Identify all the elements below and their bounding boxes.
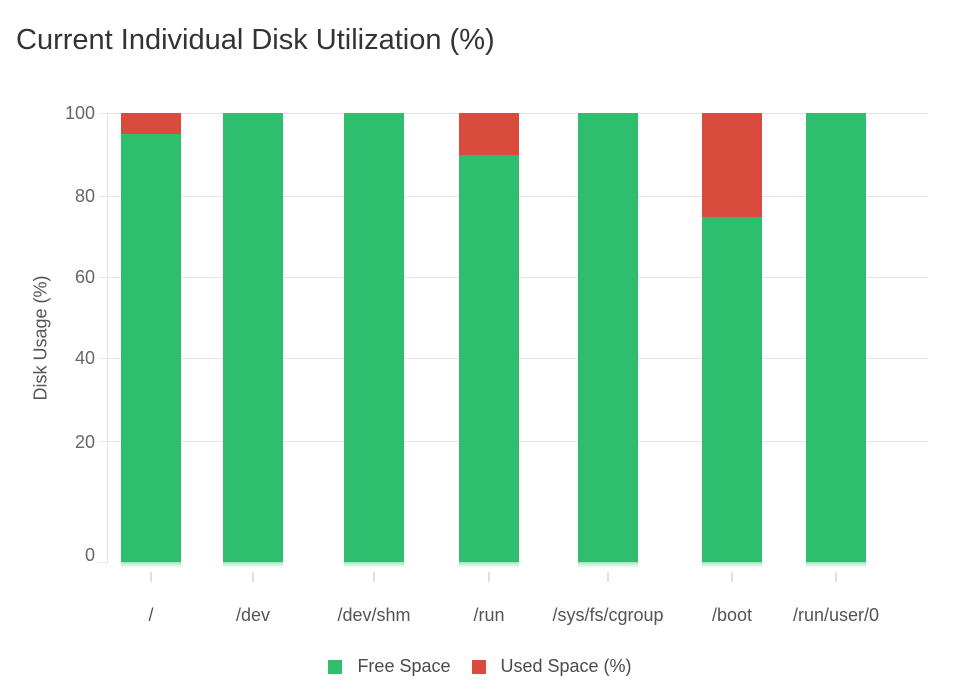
bar-segment-used[interactable] <box>702 113 762 217</box>
bar-segment-free[interactable] <box>344 113 404 562</box>
bar-/sys/fs/cgroup[interactable] <box>578 113 638 568</box>
bar-bottom-shadow <box>344 562 404 568</box>
bar-bottom-shadow <box>223 562 283 568</box>
bar-bottom-shadow <box>806 562 866 568</box>
bar-segment-free[interactable] <box>223 113 283 562</box>
x-tick <box>252 572 254 582</box>
bar-/boot[interactable] <box>702 113 762 568</box>
bar-bottom-shadow <box>121 562 181 568</box>
legend-label: Free Space <box>357 656 451 676</box>
bar-bottom-shadow <box>459 562 519 568</box>
x-axis-label: /boot <box>711 605 753 625</box>
y-tick-label: 100 <box>64 103 95 123</box>
legend-swatch <box>471 659 486 674</box>
x-axis-label: /dev/shm <box>337 605 411 625</box>
x-axis-label: /run <box>473 605 505 625</box>
y-gridline-0 <box>97 562 108 563</box>
x-axis-label: /dev <box>235 605 271 625</box>
y-axis-title: Disk Usage (%) <box>30 275 51 401</box>
bar-/run[interactable] <box>459 113 519 568</box>
bar-segment-free[interactable] <box>578 113 638 562</box>
x-tick <box>150 572 152 582</box>
x-tick <box>488 572 490 582</box>
y-tick-label: 60 <box>74 267 95 287</box>
chart-title: Current Individual Disk Utilization (%) <box>16 24 495 56</box>
y-axis-line <box>107 113 108 562</box>
bar-/dev[interactable] <box>223 113 283 568</box>
bar-segment-used[interactable] <box>459 113 519 155</box>
x-tick <box>835 572 837 582</box>
y-tick-label: 80 <box>74 186 95 206</box>
bar-segment-free[interactable] <box>121 134 181 562</box>
y-tick-label: 0 <box>84 545 95 565</box>
legend-item-free-space[interactable]: Free Space <box>328 656 451 677</box>
bar-/[interactable] <box>121 113 181 568</box>
bar-bottom-shadow <box>578 562 638 568</box>
x-tick <box>731 572 733 582</box>
bar-bottom-shadow <box>702 562 762 568</box>
bar-segment-free[interactable] <box>702 216 762 562</box>
x-axis-label: /sys/fs/cgroup <box>552 605 664 625</box>
bar-/run/user/0[interactable] <box>806 113 866 568</box>
x-tick <box>373 572 375 582</box>
x-axis-label: / <box>148 605 154 625</box>
legend-swatch <box>328 659 343 674</box>
legend-label: Used Space (%) <box>500 656 632 676</box>
x-tick <box>607 572 609 582</box>
bar-segment-free[interactable] <box>459 154 519 562</box>
bar-segment-used[interactable] <box>121 113 181 134</box>
bar-/dev/shm[interactable] <box>344 113 404 568</box>
chart-legend: Free Space Used Space (%) <box>0 656 960 677</box>
legend-item-used-space[interactable]: Used Space (%) <box>471 656 632 677</box>
x-axis-label: /run/user/0 <box>792 605 880 625</box>
y-tick-label: 20 <box>74 432 95 452</box>
y-tick-label: 40 <box>74 348 95 368</box>
bar-segment-free[interactable] <box>806 113 866 562</box>
